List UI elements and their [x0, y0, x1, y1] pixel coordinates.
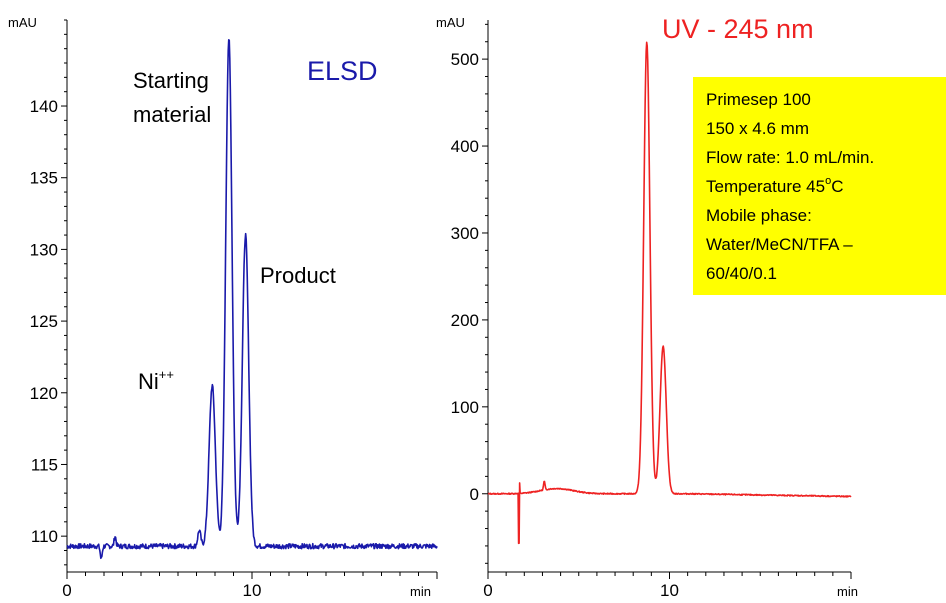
condition-dimensions: 150 x 4.6 mm: [706, 119, 809, 138]
elsd-x-tick-label: 10: [243, 581, 262, 600]
annotation-material: material: [133, 102, 211, 127]
condition-mobile-phase-label: Mobile phase:: [706, 206, 812, 225]
condition-temperature-unit: C: [831, 177, 843, 196]
elsd-ticks: 110 115 120 125 130 135 140 0 10: [30, 19, 438, 600]
elsd-x-unit-label: min: [410, 584, 431, 599]
elsd-trace-line: [66, 39, 438, 560]
annotation-starting: Starting: [133, 68, 209, 93]
uv-y-tick-label: 400: [451, 137, 479, 156]
elsd-detector-title: ELSD: [307, 56, 378, 86]
condition-column: Primesep 100: [706, 90, 811, 109]
uv-detector-title: UV - 245 nm: [662, 14, 814, 44]
elsd-y-tick-label: 140: [30, 97, 58, 116]
elsd-peak-annotations: Starting material Ni++ Product: [133, 68, 336, 394]
uv-x-unit-label: min: [837, 584, 858, 599]
uv-y-tick-label: 500: [451, 50, 479, 69]
annotation-product: Product: [260, 263, 336, 288]
elsd-y-tick-label: 110: [31, 527, 58, 546]
annotation-ni-base: Ni: [138, 369, 159, 394]
elsd-y-unit-label: mAU: [8, 15, 37, 30]
elsd-y-tick-label: 115: [31, 455, 58, 474]
uv-y-tick-label: 0: [470, 485, 479, 504]
method-conditions-box: Primesep 100 150 x 4.6 mm Flow rate: 1.0…: [693, 77, 946, 295]
uv-y-tick-label: 100: [451, 398, 479, 417]
condition-temperature: Temperature 45oC: [706, 175, 843, 196]
method-conditions-background: [693, 77, 946, 295]
uv-trace-line: [487, 41, 852, 545]
condition-mobile-phase-solvents: Water/MeCN/TFA –: [706, 235, 853, 254]
condition-degree-sign: o: [825, 175, 831, 187]
uv-x-tick-label: 0: [483, 581, 492, 600]
condition-temperature-value: Temperature 45: [706, 177, 825, 196]
condition-flow-rate: Flow rate: 1.0 mL/min.: [706, 148, 874, 167]
uv-y-tick-label: 200: [451, 311, 479, 330]
condition-mobile-phase-ratio: 60/40/0.1: [706, 264, 777, 283]
uv-ticks: 0 100 200 300 400 500 0 10: [451, 23, 852, 600]
annotation-ni: Ni++: [138, 367, 174, 394]
annotation-ni-superscript: ++: [159, 367, 174, 382]
elsd-y-tick-label: 125: [30, 312, 58, 331]
elsd-chromatogram-panel: 110 115 120 125 130 135 140 0 10 mAU min ELSD St…: [8, 15, 438, 600]
uv-y-tick-label: 300: [451, 224, 479, 243]
elsd-y-tick-label: 120: [30, 384, 58, 403]
elsd-x-tick-label: 0: [62, 581, 71, 600]
uv-x-tick-label: 10: [660, 581, 679, 600]
elsd-y-tick-label: 130: [30, 240, 58, 259]
uv-y-unit-label: mAU: [436, 15, 465, 30]
elsd-y-tick-label: 135: [30, 169, 58, 188]
